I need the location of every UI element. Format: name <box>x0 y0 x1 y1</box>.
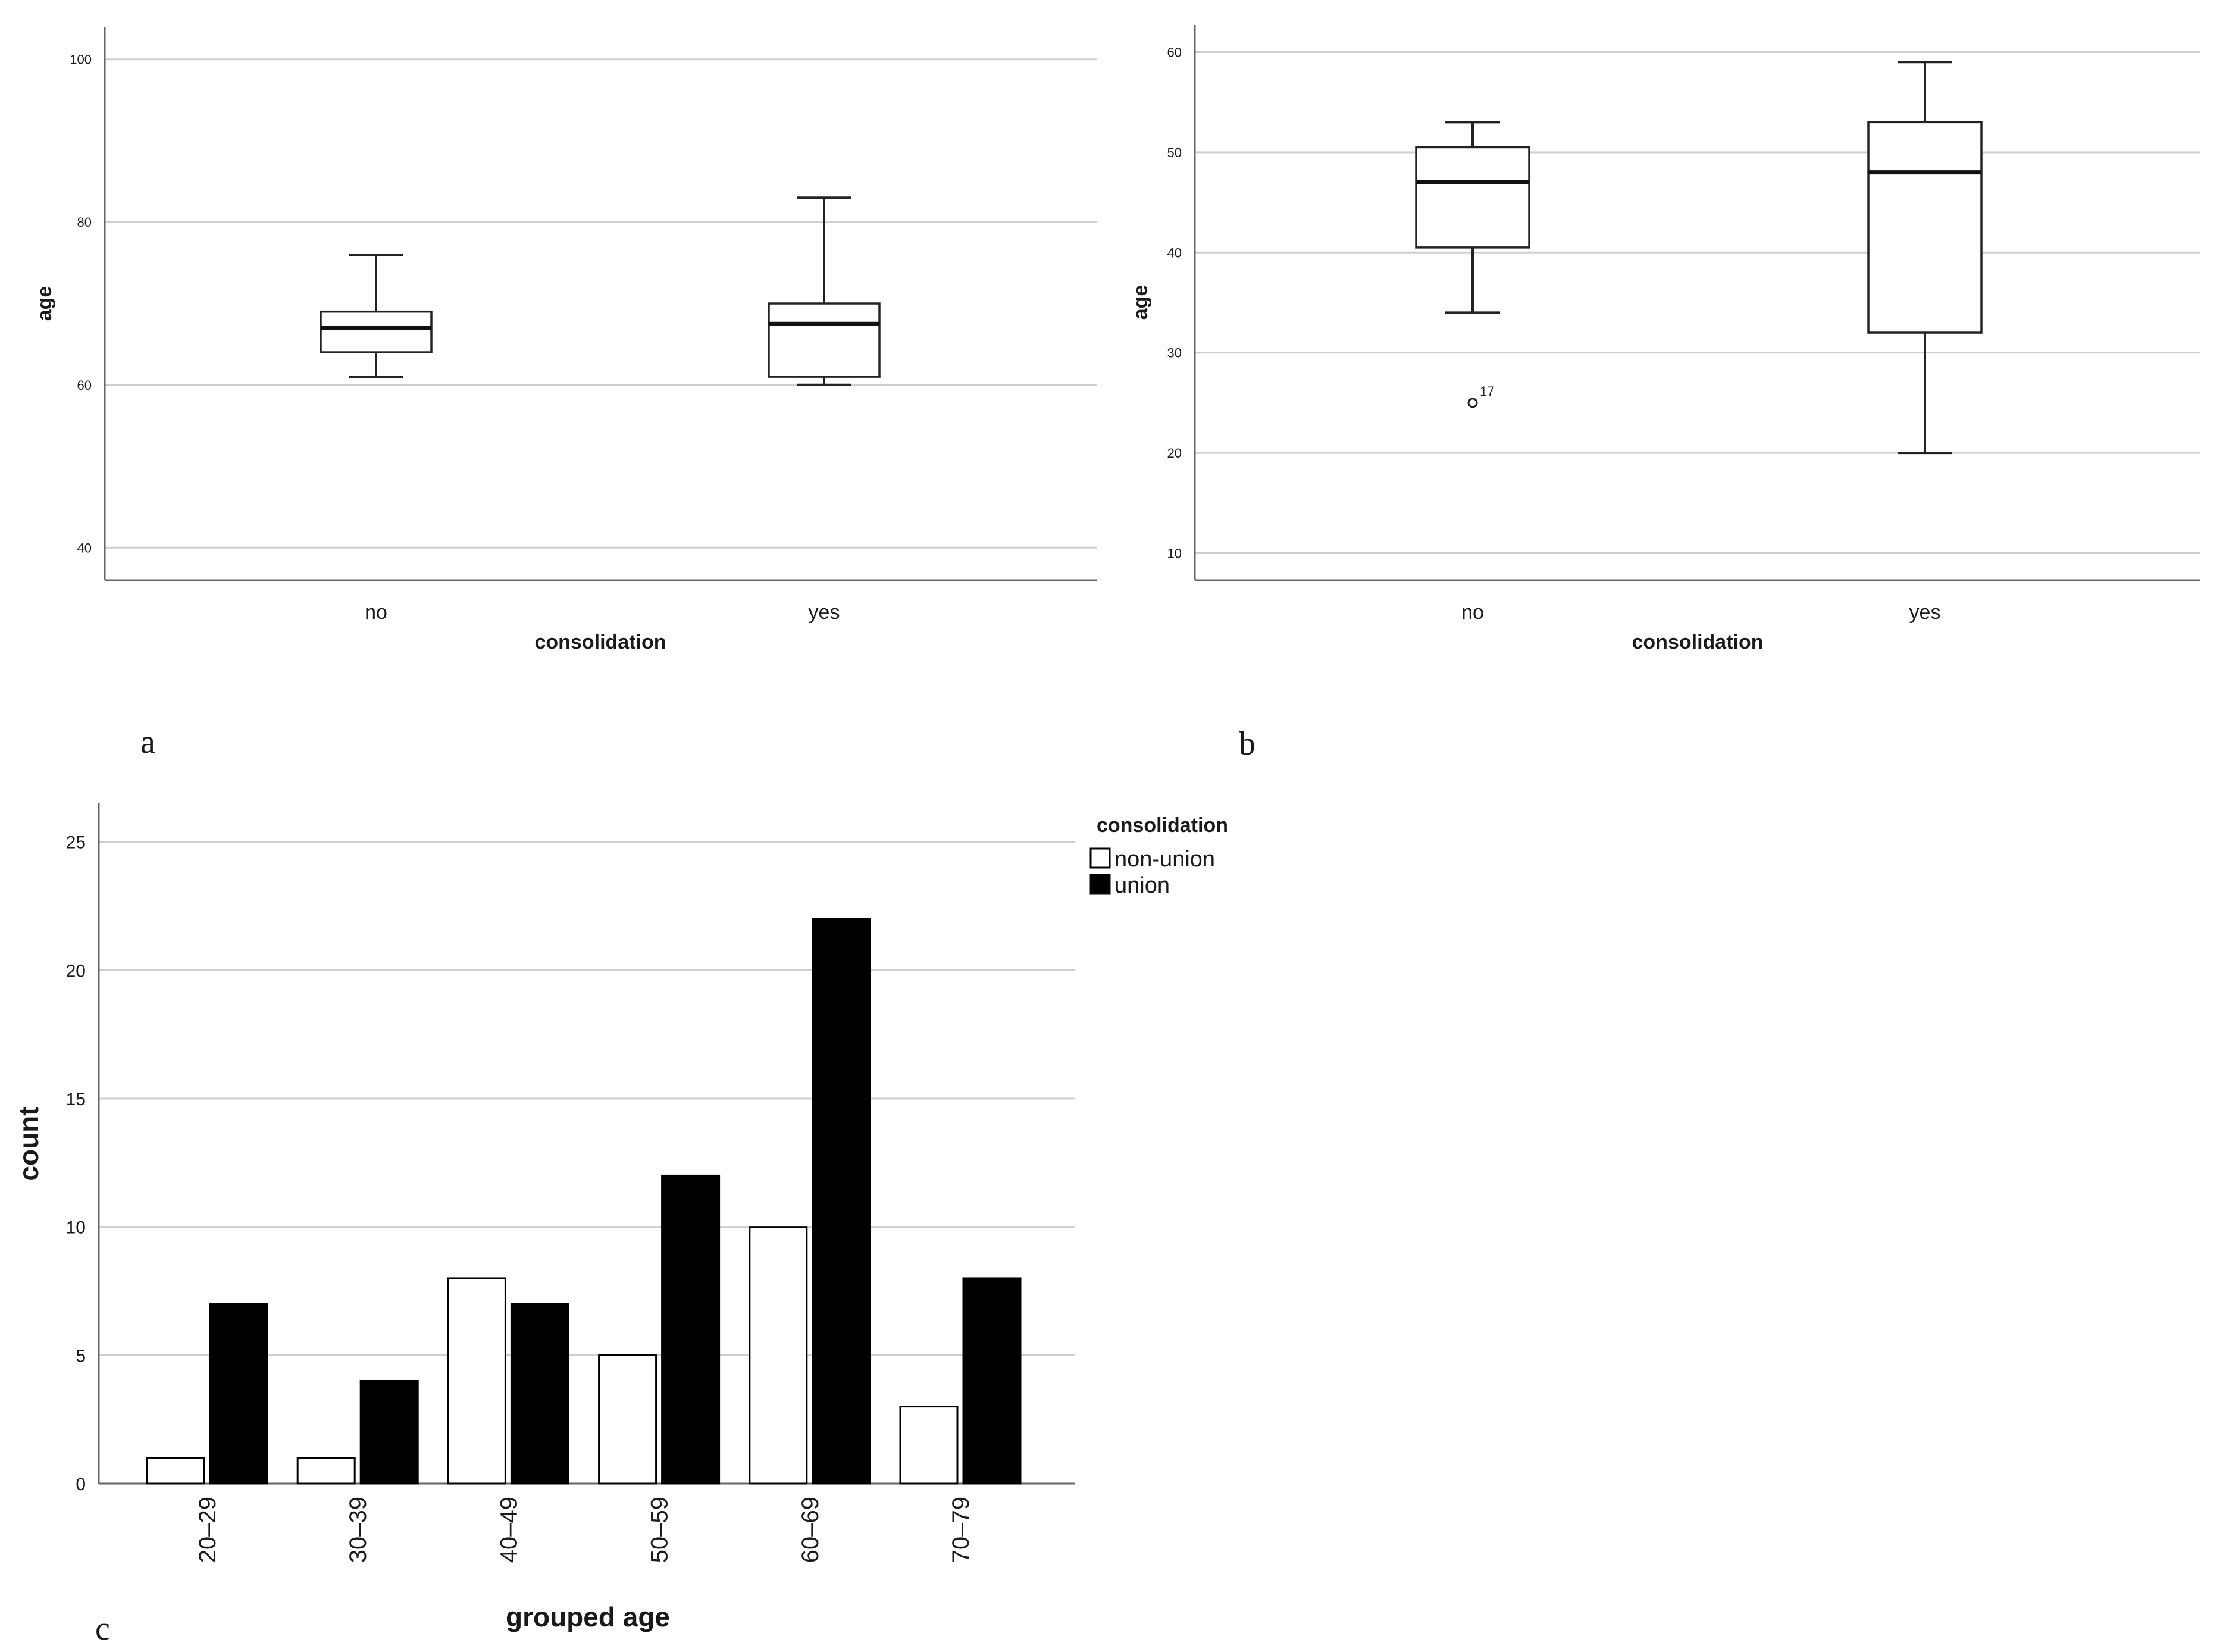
legend-label-non-union: non-union <box>1114 847 1215 872</box>
panel-b-y-ticks: 10 20 30 40 50 60 <box>1167 45 1182 561</box>
bar-non-union-1 <box>296 1457 356 1485</box>
bar-union-4 <box>812 918 871 1485</box>
bar-union-3 <box>661 1174 721 1485</box>
panel-a-grid <box>105 58 1097 549</box>
bar-non-union-5 <box>899 1406 959 1485</box>
legend-title: consolidation <box>1097 814 1228 837</box>
legend-label-union: union <box>1114 873 1170 898</box>
box-no <box>320 310 433 353</box>
panel-b-label: b <box>1239 725 1255 762</box>
x-tick-label-no: no <box>1461 601 1484 624</box>
x-tick-label: 40–49 <box>496 1497 522 1563</box>
y-tick-label: 0 <box>76 1475 86 1494</box>
bar-union-2 <box>510 1303 569 1485</box>
panel-a-boxes <box>320 196 881 386</box>
y-tick-label: 100 <box>70 52 92 67</box>
y-tick-label: 25 <box>66 833 86 853</box>
panel-b-x-ticks: no yes <box>1461 601 1940 624</box>
y-tick-label: 20 <box>66 961 86 981</box>
panel-c-bar-chart: 0 5 10 15 20 25 20–29 30–39 40–49 50–59 60–69 70–7… <box>13 803 1228 1647</box>
y-tick-label: 20 <box>1167 446 1182 461</box>
x-tick-label: 50–59 <box>647 1497 673 1563</box>
panel-c-y-ticks: 0 5 10 15 20 25 <box>66 833 86 1494</box>
y-tick-label: 60 <box>77 378 92 393</box>
bar-non-union-2 <box>447 1277 506 1485</box>
x-tick-label-no: no <box>365 601 387 624</box>
panel-c-bars <box>146 918 1022 1485</box>
y-tick-label: 60 <box>1167 45 1182 60</box>
panel-c-grid <box>99 841 1075 1356</box>
y-tick-label: 40 <box>77 540 92 555</box>
panel-a-label: a <box>140 724 155 761</box>
y-tick-label: 80 <box>77 215 92 230</box>
panel-a-x-ticks: no yes <box>365 601 840 624</box>
panel-a-y-ticks: 40 60 80 100 <box>70 52 92 556</box>
panel-c-x-axis-label: grouped age <box>506 1601 670 1632</box>
panel-b-boxes: 17 <box>1415 61 1983 455</box>
y-tick-label: 30 <box>1167 346 1182 361</box>
legend-swatch-non-union <box>1089 847 1111 869</box>
box-yes <box>1867 121 1983 334</box>
bar-union-5 <box>962 1277 1022 1485</box>
panel-b-x-axis-label: consolidation <box>1632 631 1764 653</box>
y-tick-label: 10 <box>66 1218 86 1238</box>
panel-c-label: c <box>95 1610 110 1647</box>
y-tick-label: 5 <box>76 1346 86 1366</box>
panel-c-legend: consolidation non-union union <box>1089 814 1228 898</box>
box-no <box>1415 146 1530 249</box>
bar-non-union-4 <box>749 1226 808 1485</box>
panel-b-y-axis-label: age <box>1129 285 1152 320</box>
panel-c-x-ticks: 20–29 30–39 40–49 50–59 60–69 70–79 <box>195 1497 974 1563</box>
bar-non-union-0 <box>146 1457 205 1485</box>
outlier-label: 17 <box>1480 384 1494 399</box>
y-tick-label: 50 <box>1167 145 1182 160</box>
x-tick-label: 20–29 <box>195 1497 221 1563</box>
legend-swatch-union <box>1089 874 1111 895</box>
x-tick-label-yes: yes <box>1909 601 1941 624</box>
panel-b-grid <box>1195 51 2200 555</box>
panel-a-y-axis-label: age <box>33 286 56 321</box>
panel-a-x-axis-label: consolidation <box>535 631 666 653</box>
y-tick-label: 10 <box>1167 546 1182 561</box>
bar-non-union-3 <box>598 1354 657 1485</box>
outlier-point <box>1467 398 1478 408</box>
box-yes <box>768 302 881 378</box>
x-tick-label: 60–69 <box>797 1497 824 1563</box>
bar-union-0 <box>209 1303 268 1485</box>
panel-a-boxplot: 40 60 80 100 no yes consolidation age a <box>33 27 1097 761</box>
x-tick-label: 70–79 <box>948 1497 974 1563</box>
panel-c-y-axis-label: count <box>13 1106 44 1181</box>
y-tick-label: 40 <box>1167 245 1182 260</box>
x-tick-label-yes: yes <box>809 601 840 624</box>
y-tick-label: 15 <box>66 1090 86 1109</box>
bar-union-1 <box>359 1379 419 1485</box>
x-tick-label: 30–39 <box>345 1497 371 1563</box>
